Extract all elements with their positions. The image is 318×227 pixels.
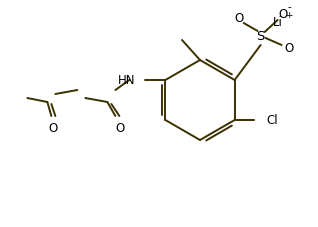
Text: Cl: Cl: [266, 114, 278, 126]
Text: HN: HN: [118, 74, 135, 86]
Text: S: S: [256, 30, 265, 42]
Text: O: O: [278, 7, 287, 20]
Text: -: -: [288, 2, 292, 12]
Text: O: O: [49, 123, 58, 136]
Text: O: O: [116, 123, 125, 136]
Text: O: O: [234, 12, 243, 25]
Text: +: +: [285, 10, 293, 20]
Text: Li: Li: [273, 15, 283, 29]
Text: O: O: [284, 42, 293, 54]
